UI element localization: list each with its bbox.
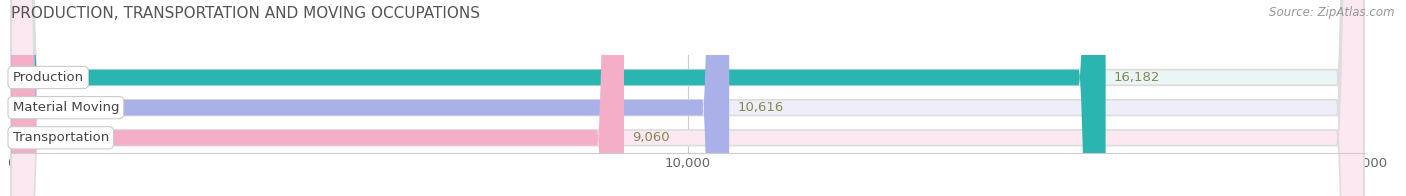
Text: Production: Production <box>13 71 84 84</box>
FancyBboxPatch shape <box>11 0 1364 196</box>
FancyBboxPatch shape <box>11 0 1364 196</box>
FancyBboxPatch shape <box>11 0 1105 196</box>
FancyBboxPatch shape <box>11 0 1364 196</box>
Text: Source: ZipAtlas.com: Source: ZipAtlas.com <box>1270 6 1395 19</box>
Text: 9,060: 9,060 <box>633 131 669 144</box>
Text: Transportation: Transportation <box>13 131 108 144</box>
Text: PRODUCTION, TRANSPORTATION AND MOVING OCCUPATIONS: PRODUCTION, TRANSPORTATION AND MOVING OC… <box>11 6 481 21</box>
FancyBboxPatch shape <box>11 0 730 196</box>
Text: Material Moving: Material Moving <box>13 101 120 114</box>
FancyBboxPatch shape <box>11 0 624 196</box>
Text: 10,616: 10,616 <box>737 101 783 114</box>
Text: 16,182: 16,182 <box>1114 71 1160 84</box>
